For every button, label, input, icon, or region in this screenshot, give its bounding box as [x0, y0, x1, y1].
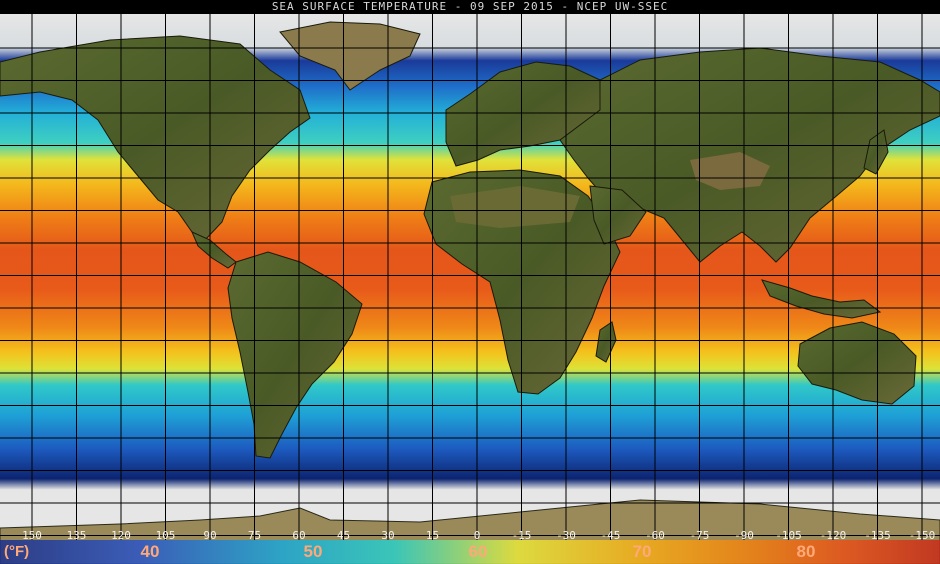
south-america: [227, 251, 363, 459]
longitude-label: -15: [512, 529, 532, 542]
longitude-label: 150: [22, 529, 42, 542]
australia: [797, 321, 917, 405]
temperature-scale-label: 40: [141, 542, 160, 561]
latitude-longitude-grid: [0, 14, 940, 540]
longitude-label: -120: [820, 529, 847, 542]
longitude-label: -105: [775, 529, 802, 542]
temperature-scale-labels: 40 50 60 70 80: [141, 542, 816, 561]
temperature-unit-label: (°F): [4, 543, 29, 560]
longitude-label: 135: [67, 529, 87, 542]
longitude-label: 60: [292, 529, 305, 542]
sahara-desert: [450, 186, 580, 228]
longitude-label: 30: [381, 529, 394, 542]
longitude-label: 15: [426, 529, 439, 542]
arabian-peninsula: [589, 185, 647, 245]
map-title: SEA SURFACE TEMPERATURE - 09 SEP 2015 - …: [0, 0, 940, 14]
longitude-label: 120: [111, 529, 131, 542]
longitude-label: -135: [864, 529, 891, 542]
central-america: [191, 231, 237, 269]
longitude-label: 75: [248, 529, 261, 542]
temperature-color-scale: [0, 540, 940, 564]
longitude-label: -90: [734, 529, 754, 542]
tibetan-plateau: [690, 152, 770, 190]
longitude-label: -75: [690, 529, 710, 542]
longitude-labels: 150 135 120 105 90 75 60 45 30 15 0 -15 -30 -45 -60 -75…: [22, 529, 935, 542]
north-america: [0, 35, 311, 241]
temperature-scale-label: 50: [304, 542, 323, 561]
longitude-label: 105: [156, 529, 176, 542]
longitude-label: -30: [556, 529, 576, 542]
temperature-scale-label: 70: [633, 542, 652, 561]
temperature-scale-label: 80: [797, 542, 816, 561]
greenland: [279, 21, 421, 91]
longitude-label: 90: [203, 529, 216, 542]
temperature-scale-label: 60: [469, 542, 488, 561]
longitude-label: 0: [474, 529, 481, 542]
longitude-label: -150: [909, 529, 936, 542]
longitude-label: 45: [337, 529, 350, 542]
longitude-label: -45: [601, 529, 621, 542]
longitude-label: -60: [645, 529, 665, 542]
japan: [863, 129, 889, 175]
